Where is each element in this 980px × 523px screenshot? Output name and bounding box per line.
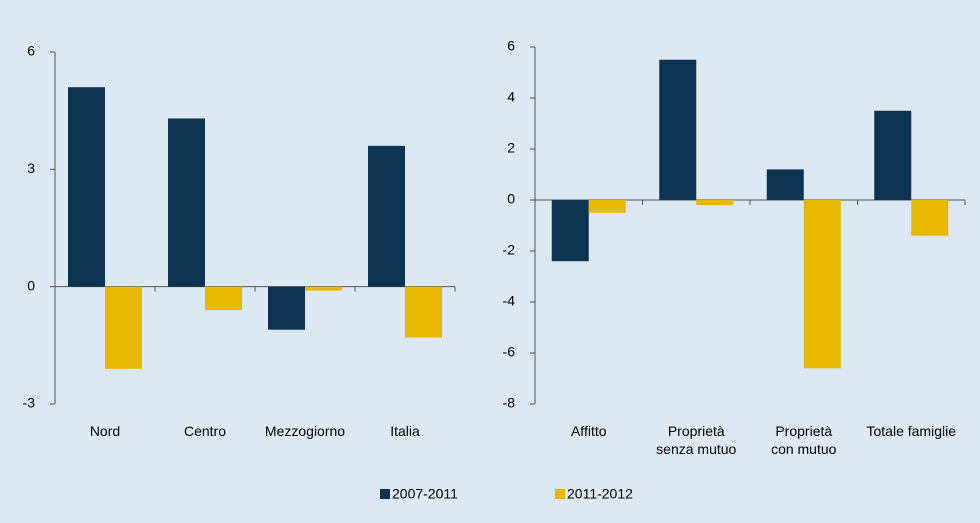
bar <box>105 286 142 369</box>
bar <box>803 200 841 369</box>
y-tick-label: -3 <box>23 395 36 411</box>
bar <box>874 110 912 200</box>
x-tick-label: Italia <box>390 423 420 439</box>
legend-swatch <box>380 489 390 499</box>
legend-label: 2007-2011 <box>392 486 458 502</box>
bar <box>588 200 626 213</box>
x-tick-label: Centro <box>183 423 227 439</box>
legend-swatch <box>555 489 565 499</box>
y-tick-label: 6 <box>507 38 515 54</box>
x-tick-label: Nord <box>89 423 121 439</box>
x-tick-label: Mezzogiorno <box>264 423 346 439</box>
bar <box>168 118 205 287</box>
y-tick-label: 0 <box>27 277 35 293</box>
legend-label: 2011-2012 <box>567 486 633 502</box>
y-tick-label: 4 <box>507 89 515 105</box>
y-tick-label: 0 <box>507 191 515 207</box>
bar <box>911 200 949 236</box>
bar <box>268 286 305 330</box>
x-tick-label: Proprietà con mutuo <box>771 423 837 457</box>
bar <box>205 286 242 311</box>
y-tick-label: 2 <box>507 140 515 156</box>
y-tick-label: -8 <box>503 395 516 411</box>
y-tick-label: -2 <box>503 242 516 258</box>
bar <box>405 286 442 338</box>
x-tick-label: Totale famiglie <box>866 423 957 439</box>
y-tick-label: 6 <box>27 43 35 59</box>
y-tick-label: -6 <box>503 344 516 360</box>
bar <box>305 286 342 291</box>
bar <box>68 87 105 287</box>
y-tick-label: 3 <box>27 160 35 176</box>
bar <box>368 145 405 287</box>
bar <box>659 59 697 200</box>
y-tick-label: -4 <box>503 293 516 309</box>
bar <box>696 200 734 206</box>
x-tick-label: Proprietà senza mutuo <box>656 423 737 457</box>
x-tick-label: Affitto <box>570 423 607 439</box>
bar <box>766 169 804 200</box>
bar <box>551 200 589 262</box>
